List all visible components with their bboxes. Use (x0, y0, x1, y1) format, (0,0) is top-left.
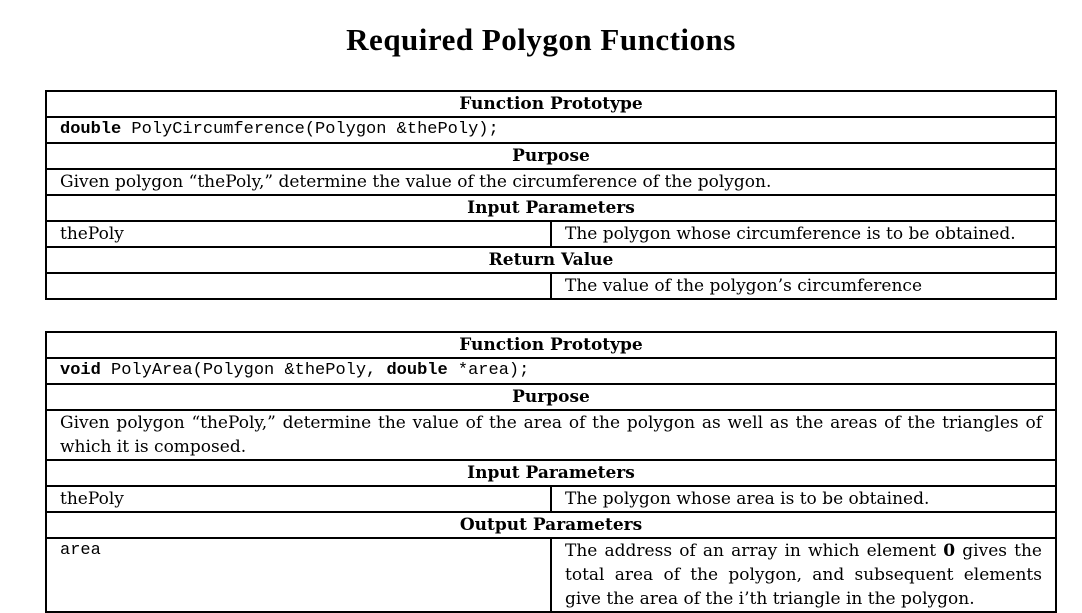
purpose-text: Given polygon “thePoly,” determine the v… (45, 168, 1057, 196)
table-row: Purpose (45, 142, 1057, 170)
param-name: thePoly (45, 485, 552, 513)
table-row: void PolyArea(Polygon &thePoly, double *… (45, 357, 1057, 385)
table-row: thePoly The polygon whose circumference … (45, 220, 1057, 248)
description-text: The address of an array in which element (565, 541, 944, 561)
page-title: Required Polygon Functions (346, 22, 736, 57)
table-row: thePoly The polygon whose area is to be … (45, 485, 1057, 513)
function-prototype-code: double PolyCircumference(Polygon &thePol… (45, 116, 1057, 144)
table-row: The value of the polygon’s circumference (45, 272, 1057, 300)
section-header-function-prototype: Function Prototype (45, 331, 1057, 359)
table-row: Input Parameters (45, 459, 1057, 487)
param-description: The polygon whose area is to be obtained… (550, 485, 1057, 513)
return-name-empty (45, 272, 552, 300)
table-row: area The address of an array in which el… (45, 537, 1057, 613)
section-header-purpose: Purpose (45, 142, 1057, 170)
table-row: Given polygon “thePoly,” determine the v… (45, 168, 1057, 196)
output-param-description: The address of an array in which element… (550, 537, 1057, 613)
code-keyword: void (60, 361, 101, 380)
table-row: double PolyCircumference(Polygon &thePol… (45, 116, 1057, 144)
output-param-name: area (45, 537, 552, 613)
purpose-text: Given polygon “thePoly,” determine the v… (45, 409, 1057, 461)
code-text: PolyCircumference(Polygon &thePoly); (121, 120, 499, 139)
param-name: thePoly (45, 220, 552, 248)
code-keyword: double (60, 120, 122, 139)
table-row: Function Prototype (45, 90, 1057, 118)
param-description: The polygon whose circumference is to be… (550, 220, 1057, 248)
section-header-purpose: Purpose (45, 383, 1057, 411)
table-row: Input Parameters (45, 194, 1057, 222)
table-row: Purpose (45, 383, 1057, 411)
table-row: Return Value (45, 246, 1057, 274)
function-table-polycircumference: Function Prototype double PolyCircumfere… (45, 90, 1057, 300)
table-row: Function Prototype (45, 331, 1057, 359)
section-header-input-parameters: Input Parameters (45, 194, 1057, 222)
description-bold-zero: 0 (943, 541, 956, 561)
table-row: Given polygon “thePoly,” determine the v… (45, 409, 1057, 461)
section-header-function-prototype: Function Prototype (45, 90, 1057, 118)
section-header-output-parameters: Output Parameters (45, 511, 1057, 539)
section-header-input-parameters: Input Parameters (45, 459, 1057, 487)
section-header-return-value: Return Value (45, 246, 1057, 274)
code-keyword: double (386, 361, 448, 380)
description-text: gives the total area of the polygon, and… (565, 541, 1042, 609)
return-description: The value of the polygon’s circumference (550, 272, 1057, 300)
code-text: *area); (447, 361, 530, 380)
table-row: Output Parameters (45, 511, 1057, 539)
code-text: PolyArea(Polygon &thePoly, (100, 361, 387, 380)
function-prototype-code: void PolyArea(Polygon &thePoly, double *… (45, 357, 1057, 385)
function-table-polyarea: Function Prototype void PolyArea(Polygon… (45, 331, 1057, 613)
